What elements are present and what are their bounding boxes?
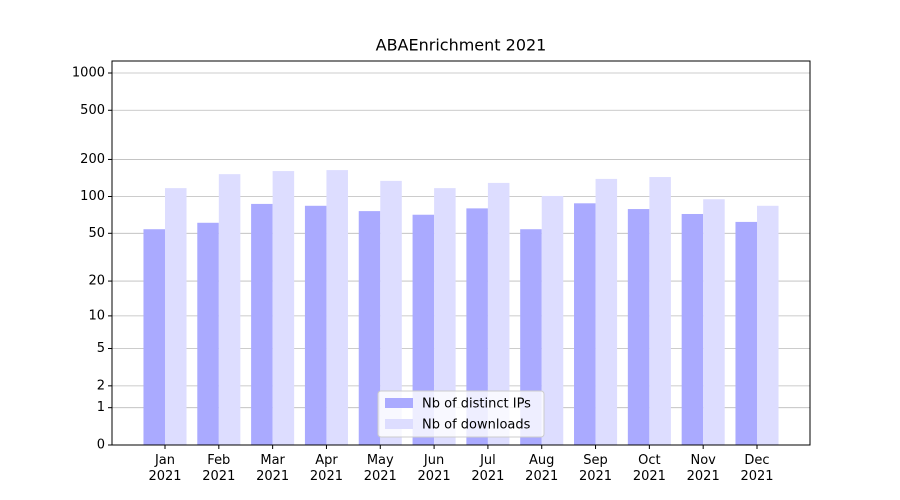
bar [434, 188, 456, 445]
legend-swatch [385, 398, 413, 408]
plot-frame [111, 60, 811, 446]
y-tick-label: 1 [97, 400, 105, 415]
y-tick-label: 5 [97, 341, 105, 356]
bar [197, 222, 219, 445]
bar [251, 203, 273, 445]
legend-label: Nb of distinct IPs [422, 397, 531, 412]
x-tick-label: Dec 2021 [740, 453, 774, 484]
legend-label: Nb of downloads [422, 418, 531, 433]
x-tick-label: Jun 2021 [417, 453, 451, 484]
bar [541, 195, 564, 445]
bar [574, 203, 596, 445]
x-tick-label: Oct 2021 [632, 453, 666, 484]
y-tick-label: 10 [88, 308, 105, 323]
bar [703, 199, 725, 445]
y-tick-label: 0 [97, 438, 105, 453]
x-tick-label: Sep 2021 [578, 453, 613, 484]
x-tick-label: Nov 2021 [686, 453, 720, 484]
legend-swatch [385, 419, 413, 429]
bar [165, 188, 187, 445]
bar [358, 211, 381, 445]
x-tick-label: Feb 2021 [202, 453, 236, 484]
x-tick-label: Apr 2021 [309, 453, 343, 484]
x-tick-label: Mar 2021 [256, 453, 290, 484]
bar [757, 205, 779, 445]
chart-title: ABAEnrichment 2021 [376, 36, 547, 55]
bar [412, 214, 435, 445]
bar [649, 177, 671, 445]
y-tick-label: 1000 [72, 66, 105, 81]
bar [466, 208, 488, 445]
bar [143, 229, 165, 445]
x-tick-label: Jul 2021 [471, 453, 505, 484]
y-tick-label: 500 [80, 103, 105, 118]
bar [380, 180, 402, 445]
bar [627, 209, 650, 445]
bar [218, 174, 241, 446]
x-tick-label: Aug 2021 [525, 453, 559, 484]
bar [304, 205, 327, 445]
x-tick-label: May 2021 [363, 453, 397, 484]
bar [487, 182, 510, 445]
bar [735, 221, 757, 445]
bar [681, 213, 704, 445]
x-tick-label: Jan 2021 [148, 453, 182, 484]
y-tick-label: 2 [97, 378, 105, 393]
bar [272, 171, 295, 446]
bar [595, 178, 618, 445]
y-tick-label: 50 [88, 226, 105, 241]
legend-box [377, 390, 545, 438]
bar [326, 170, 348, 445]
legend: Nb of distinct IPs Nb of downloads [377, 390, 545, 438]
y-tick-label: 20 [88, 274, 105, 289]
y-tick-label: 200 [80, 152, 105, 167]
y-tick-label: 100 [80, 189, 105, 204]
